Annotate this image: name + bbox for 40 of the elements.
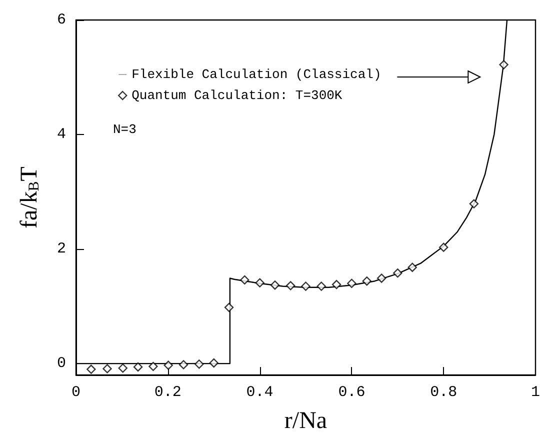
point xyxy=(332,280,342,290)
point xyxy=(240,275,250,285)
point xyxy=(194,360,204,369)
point xyxy=(178,360,188,370)
point xyxy=(224,302,234,312)
x-tick-label: 1 xyxy=(530,384,540,401)
point xyxy=(408,262,417,272)
point xyxy=(499,60,508,70)
point xyxy=(209,358,218,368)
x-tick-label: 0.6 xyxy=(338,384,366,401)
point xyxy=(376,274,386,283)
annotation: N=3 xyxy=(113,122,136,137)
point xyxy=(255,278,264,288)
x-tick-label: 0.4 xyxy=(246,384,274,401)
point xyxy=(301,282,310,291)
point xyxy=(118,364,128,373)
point xyxy=(439,242,448,252)
point xyxy=(86,364,96,374)
y-axis-title: fa/kBT xyxy=(16,166,42,228)
point xyxy=(393,268,402,278)
x-tick-label: 0 xyxy=(71,384,81,401)
point xyxy=(270,280,280,290)
point xyxy=(164,360,173,370)
y-tick-label: 6 xyxy=(56,12,66,28)
y-tick-label: 2 xyxy=(56,240,66,258)
point xyxy=(102,364,112,374)
point xyxy=(133,362,143,372)
x-axis-title: r/Na xyxy=(284,408,328,434)
point xyxy=(362,276,372,286)
point xyxy=(347,278,356,288)
x-tick-label: 0.8 xyxy=(430,384,458,401)
point xyxy=(469,199,479,208)
point xyxy=(286,281,296,290)
legend-label: Quantum Calculation: T=300K xyxy=(132,88,342,103)
x-tick-label: 0.2 xyxy=(154,384,182,401)
point xyxy=(148,362,158,372)
legend-label: Flexible Calculation (Classical) xyxy=(132,67,382,82)
y-tick-label: 0 xyxy=(56,355,66,372)
y-tick-label: 4 xyxy=(56,126,66,144)
point xyxy=(316,282,326,291)
